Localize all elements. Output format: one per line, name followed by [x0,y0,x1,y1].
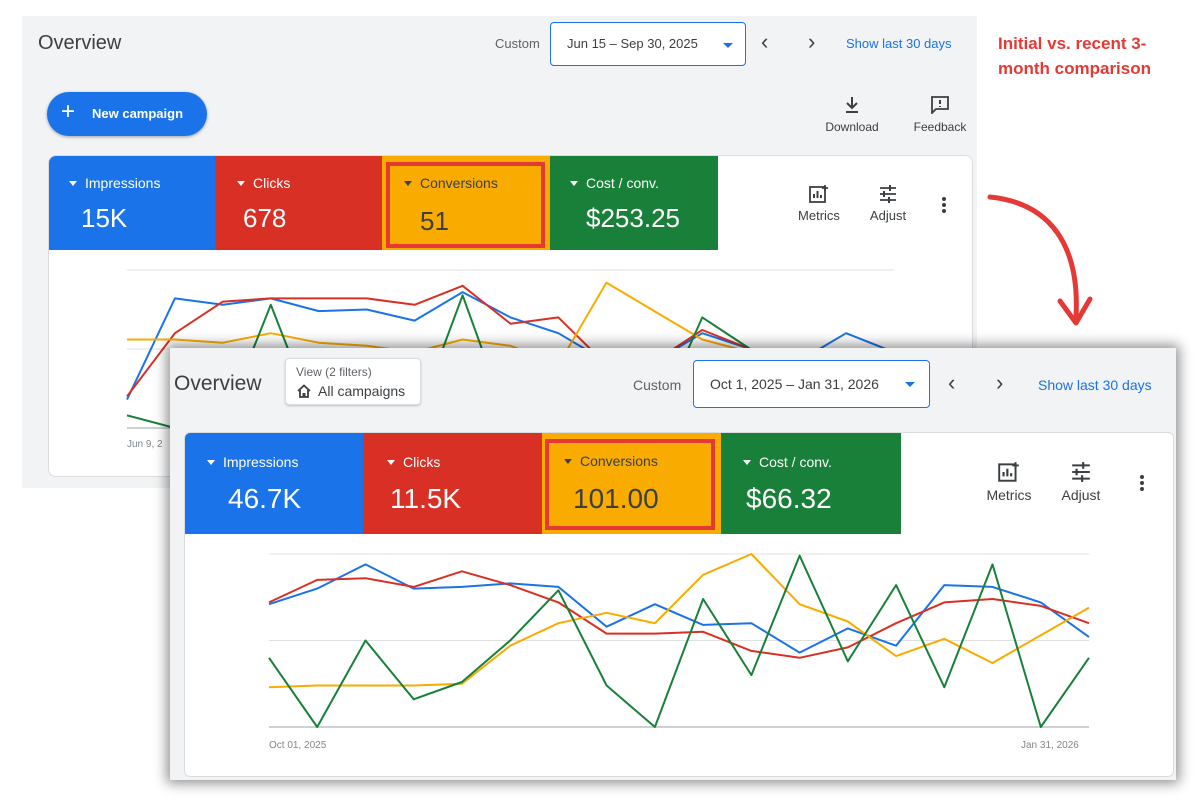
adjust-button[interactable]: Adjust [1054,461,1108,503]
new-campaign-button[interactable]: + New campaign [47,92,207,136]
chevron-right-icon[interactable]: › [808,29,816,54]
adjust-icon [880,185,896,203]
download-label: Download [825,120,879,134]
adjust-icon [1072,462,1090,482]
more-options-icon[interactable] [1140,475,1144,491]
tile-label: Impressions [85,175,161,191]
curved-arrow-icon [987,194,1093,326]
dropdown-arrow-icon [723,43,733,48]
x-axis-end-label: Jan 31, 2026 [1021,740,1079,751]
metrics-icon [809,185,828,203]
tile-label: Clicks [403,454,441,470]
conversions-highlight-box [386,162,545,248]
tile-value: 15K [81,203,128,233]
comparison-annotation: Initial vs. recent 3-month comparison [998,34,1152,78]
tile-value: 678 [243,203,287,233]
date-range-value: Jun 15 – Sep 30, 2025 [567,36,698,51]
tile-label: Conversions [420,175,498,191]
date-mode-label: Custom [495,36,540,51]
dropdown-arrow-icon [905,382,915,387]
date-mode-label: Custom [633,377,682,393]
impressions-tile[interactable]: Impressions 46.7K [185,433,363,534]
tile-value: $253.25 [586,203,680,233]
caret-down-icon [404,180,412,186]
chevron-left-icon[interactable]: ‹ [761,29,769,54]
view-filters-label: View (2 filters) [296,365,372,379]
tile-label: Impressions [223,454,299,470]
feedback-label: Feedback [913,120,967,134]
metrics-button[interactable]: Metrics [981,461,1037,503]
adjust-label: Adjust [1061,487,1101,503]
tile-value: 51 [420,206,449,236]
impressions-tile[interactable]: Impressions 15K [49,156,215,250]
cost-per-conversion-tile[interactable]: Cost / conv. $253.25 [550,156,718,250]
cost-per-conversion-tile[interactable]: Cost / conv. $66.32 [721,433,901,534]
cost-per-conv-series-line [268,554,1090,728]
tile-value: 46.7K [228,483,302,514]
date-range-value: Oct 1, 2025 – Jan 31, 2026 [710,376,879,392]
clicks-tile[interactable]: Clicks 11.5K [363,433,542,534]
metrics-label: Metrics [798,208,840,223]
conversions-tile[interactable]: Conversions 101.00 [542,433,721,534]
conversions-highlight-box [545,439,715,530]
show-last-30-days-link[interactable]: Show last 30 days [846,36,952,51]
caret-down-icon [387,459,395,465]
page-title: Overview [174,372,262,395]
page-title: Overview [38,32,122,54]
adjust-button[interactable]: Adjust [862,184,914,223]
date-range-picker[interactable]: Oct 1, 2025 – Jan 31, 2026 [693,360,930,408]
download-button[interactable]: Download [822,96,882,134]
tile-label: Conversions [580,453,658,469]
new-campaign-label: New campaign [92,106,184,121]
conversions-series-line [268,553,1090,689]
tile-value: 11.5K [390,483,462,514]
download-icon [846,97,858,113]
caret-down-icon [69,180,77,186]
home-icon [297,384,311,398]
tile-label: Cost / conv. [586,175,659,191]
feedback-icon [931,96,949,114]
conversions-tile[interactable]: Conversions 51 [382,156,550,250]
caret-down-icon [743,459,751,465]
recent-overview-panel: Overview View (2 filters) All campaigns … [170,348,1176,780]
caret-down-icon [237,180,245,186]
campaign-scope-label: All campaigns [318,383,406,399]
chevron-right-icon[interactable]: › [996,370,1004,395]
more-options-icon[interactable] [942,197,946,213]
plus-icon: + [61,98,76,125]
tile-label: Cost / conv. [759,454,832,470]
date-range-picker[interactable]: Jun 15 – Sep 30, 2025 [550,22,746,66]
tile-label: Clicks [253,175,291,191]
clicks-series-line [268,570,1090,659]
caret-down-icon [564,458,572,464]
caret-down-icon [207,459,215,465]
chevron-left-icon[interactable]: ‹ [948,370,956,395]
performance-card: Impressions 46.7K Clicks 11.5K Conversio… [184,432,1174,777]
clicks-tile[interactable]: Clicks 678 [215,156,382,250]
show-last-30-days-link[interactable]: Show last 30 days [1038,377,1152,393]
impressions-series-line [268,563,1090,654]
recent-performance-chart [268,553,1090,728]
view-filter-selector[interactable]: View (2 filters) All campaigns [285,358,421,405]
metrics-icon [998,462,1019,482]
metrics-button[interactable]: Metrics [791,184,847,223]
x-axis-start-label: Oct 01, 2025 [269,740,327,751]
metrics-label: Metrics [986,487,1032,503]
caret-down-icon [570,180,578,186]
x-axis-start-label: Jun 9, 2 [127,439,163,450]
tile-value: $66.32 [746,483,832,514]
tile-value: 101.00 [573,483,659,514]
adjust-label: Adjust [869,208,907,223]
feedback-button[interactable]: Feedback [910,96,970,134]
